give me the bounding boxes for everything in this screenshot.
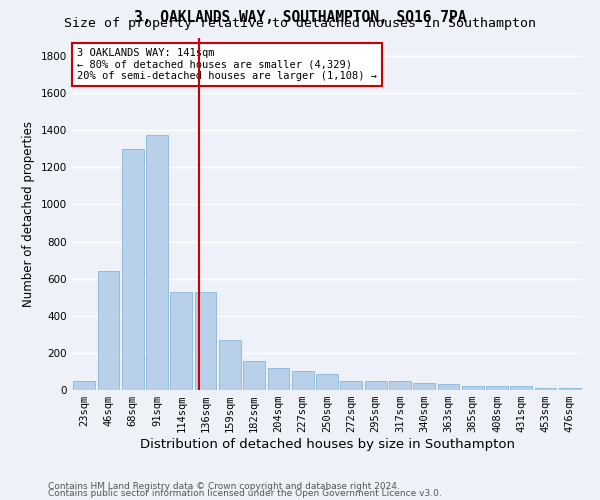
Text: 3, OAKLANDS WAY, SOUTHAMPTON, SO16 7PA: 3, OAKLANDS WAY, SOUTHAMPTON, SO16 7PA xyxy=(134,10,466,25)
Bar xyxy=(511,386,532,390)
Bar xyxy=(170,292,192,390)
Bar xyxy=(535,388,556,390)
Bar xyxy=(462,386,484,390)
Bar xyxy=(413,382,435,390)
Bar xyxy=(194,292,217,390)
Y-axis label: Number of detached properties: Number of detached properties xyxy=(22,120,35,306)
Bar xyxy=(97,272,119,390)
Bar xyxy=(73,380,95,390)
Bar xyxy=(316,374,338,390)
Bar xyxy=(365,380,386,390)
Bar xyxy=(268,368,289,390)
Bar xyxy=(486,386,508,390)
Text: 3 OAKLANDS WAY: 141sqm
← 80% of detached houses are smaller (4,329)
20% of semi-: 3 OAKLANDS WAY: 141sqm ← 80% of detached… xyxy=(77,48,377,82)
Bar xyxy=(389,380,411,390)
Text: Contains HM Land Registry data © Crown copyright and database right 2024.: Contains HM Land Registry data © Crown c… xyxy=(48,482,400,491)
Bar xyxy=(292,372,314,390)
Bar xyxy=(340,380,362,390)
Text: Contains public sector information licensed under the Open Government Licence v3: Contains public sector information licen… xyxy=(48,488,442,498)
Text: Size of property relative to detached houses in Southampton: Size of property relative to detached ho… xyxy=(64,18,536,30)
Bar xyxy=(559,388,581,390)
Bar xyxy=(243,361,265,390)
Bar xyxy=(437,384,460,390)
Bar xyxy=(219,340,241,390)
Bar xyxy=(146,135,168,390)
X-axis label: Distribution of detached houses by size in Southampton: Distribution of detached houses by size … xyxy=(139,438,515,451)
Bar xyxy=(122,149,143,390)
